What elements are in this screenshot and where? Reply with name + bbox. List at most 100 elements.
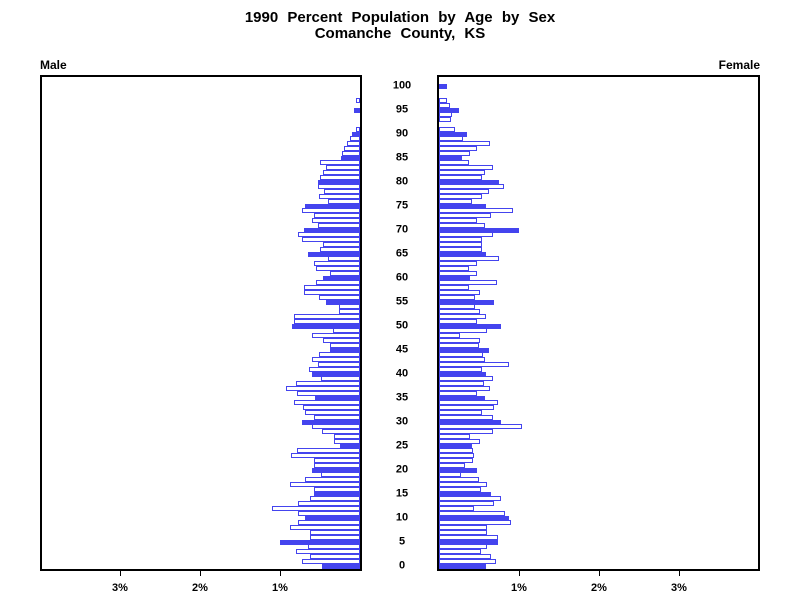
pyramid-bar	[439, 136, 463, 142]
pyramid-bar	[439, 83, 447, 89]
pyramid-bar	[314, 457, 360, 463]
pyramid-bar	[439, 160, 469, 166]
pyramid-bar	[439, 241, 482, 247]
pyramid-bar	[321, 472, 360, 478]
pyramid-bar	[319, 193, 360, 199]
pyramid-bar	[294, 318, 360, 324]
pyramid-bar	[339, 309, 360, 315]
pyramid-bar	[322, 563, 360, 569]
pyramid-bar	[439, 385, 490, 391]
pyramid-bar	[303, 405, 360, 411]
pyramid-bar	[439, 486, 481, 492]
pyramid-bar	[334, 433, 360, 439]
pyramid-bar	[310, 529, 360, 535]
pyramid-bar	[302, 419, 360, 425]
pyramid-bar	[314, 486, 360, 492]
pyramid-bar	[290, 481, 360, 487]
pyramid-bar	[439, 107, 459, 113]
percent-tick-label: 1%	[272, 582, 288, 594]
pyramid-bar	[308, 251, 360, 257]
age-tick-label: 65	[395, 247, 409, 260]
age-tick-label: 40	[395, 367, 409, 380]
pyramid-bar	[310, 496, 360, 502]
male-panel-label: Male	[40, 58, 67, 72]
pyramid-bar	[356, 97, 360, 103]
pyramid-bar	[439, 505, 474, 511]
age-tick-label: 100	[392, 79, 412, 92]
female-plot-area	[437, 75, 760, 571]
percent-tick-label: 1%	[511, 582, 527, 594]
pyramid-bar	[280, 539, 360, 545]
pyramid-bar	[439, 534, 498, 540]
pyramid-bar	[439, 381, 484, 387]
pyramid-bar	[439, 155, 462, 161]
pyramid-bar	[439, 549, 481, 555]
pyramid-bar	[323, 241, 360, 247]
axis-tick-mark	[679, 571, 680, 576]
pyramid-bar	[297, 448, 360, 454]
pyramid-bar	[439, 453, 474, 459]
axis-tick-mark	[200, 571, 201, 576]
pyramid-bar	[304, 289, 360, 295]
pyramid-bar	[439, 174, 482, 180]
pyramid-bar	[439, 184, 504, 190]
pyramid-bar	[439, 539, 498, 545]
pyramid-bar	[319, 352, 360, 358]
pyramid-bar	[439, 342, 479, 348]
pyramid-bar	[352, 131, 360, 137]
pyramid-bar	[439, 333, 460, 339]
age-tick-label: 30	[395, 415, 409, 428]
pyramid-bar	[439, 193, 482, 199]
pyramid-bar	[439, 347, 489, 353]
pyramid-bar	[305, 203, 360, 209]
pyramid-bar	[439, 457, 473, 463]
pyramid-bar	[305, 477, 360, 483]
chart-title-line1: 1990 Percent Population by Age by Sex	[244, 9, 556, 26]
pyramid-bar	[302, 558, 360, 564]
pyramid-bar	[292, 323, 360, 329]
pyramid-bar	[318, 222, 360, 228]
pyramid-bar	[439, 337, 480, 343]
female-panel-label: Female	[718, 58, 760, 72]
pyramid-bar	[439, 496, 501, 502]
pyramid-bar	[354, 107, 360, 113]
pyramid-bar	[290, 525, 360, 531]
pyramid-bar	[439, 481, 487, 487]
age-tick-label: 90	[395, 127, 409, 140]
age-tick-label: 80	[395, 175, 409, 188]
pyramid-bar	[320, 246, 360, 252]
pyramid-bar	[312, 424, 360, 430]
pyramid-bar	[439, 227, 519, 233]
pyramid-bar	[308, 544, 360, 550]
age-tick-label: 95	[395, 103, 409, 116]
age-tick-label: 20	[395, 463, 409, 476]
male-plot-area	[40, 75, 362, 571]
pyramid-bar	[356, 126, 360, 132]
pyramid-bar	[297, 390, 360, 396]
pyramid-bar	[439, 409, 482, 415]
pyramid-bar	[342, 150, 360, 156]
pyramid-bar	[328, 198, 360, 204]
pyramid-bar	[312, 371, 360, 377]
pyramid-bar	[294, 313, 360, 319]
pyramid-bar	[439, 280, 497, 286]
pyramid-bar	[291, 453, 360, 459]
pyramid-bar	[323, 169, 360, 175]
pyramid-bar	[298, 501, 360, 507]
pyramid-bar	[439, 203, 486, 209]
pyramid-bar	[439, 265, 469, 271]
pyramid-bar	[305, 515, 360, 521]
pyramid-bar	[439, 515, 509, 521]
pyramid-bar	[439, 217, 477, 223]
pyramid-bar	[439, 419, 501, 425]
pyramid-bar	[439, 448, 473, 454]
pyramid-bar	[439, 520, 511, 526]
pyramid-bar	[312, 333, 360, 339]
pyramid-bar	[439, 256, 499, 262]
pyramid-bar	[330, 347, 360, 353]
pyramid-bar	[439, 472, 461, 478]
pyramid-bar	[439, 529, 487, 535]
age-tick-label: 35	[395, 391, 409, 404]
pyramid-bar	[439, 424, 522, 430]
